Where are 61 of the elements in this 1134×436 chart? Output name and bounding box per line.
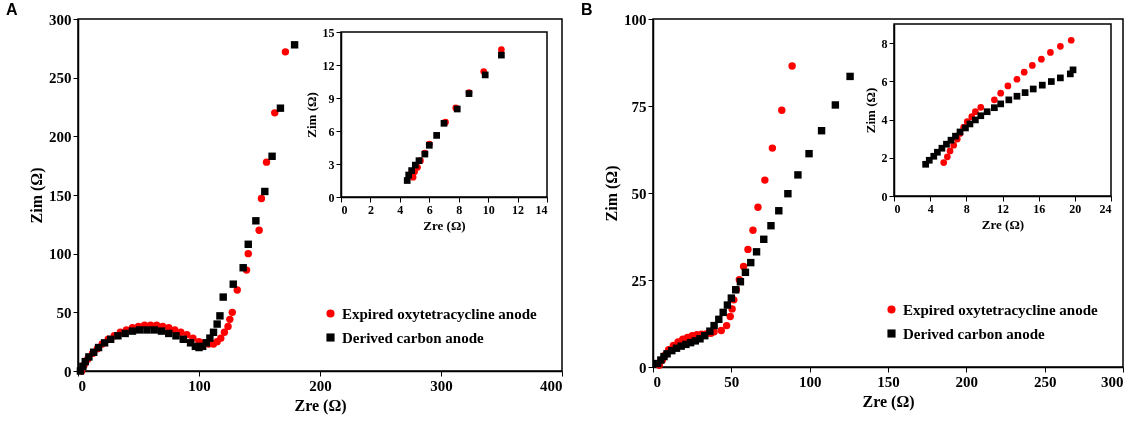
y-tick-label: 0 bbox=[639, 359, 647, 376]
x-tick-label: 0 bbox=[653, 373, 661, 390]
y-tick-label: 6 bbox=[881, 74, 888, 89]
y-tick-label: 300 bbox=[49, 11, 72, 28]
x-tick-label: 300 bbox=[430, 377, 453, 394]
y-tick-label: 12 bbox=[322, 58, 335, 73]
legend-label: Derived carbon anode bbox=[903, 325, 1045, 342]
y-axis-title: Zim (Ω) bbox=[303, 92, 319, 138]
y-tick-label: 200 bbox=[49, 128, 72, 145]
x-tick-label: 2 bbox=[367, 202, 374, 217]
chart-title: B bbox=[581, 1, 593, 18]
x-tick-label: 24 bbox=[1099, 201, 1112, 216]
x-tick-label: 16 bbox=[1033, 201, 1046, 216]
x-tick-label: 8 bbox=[963, 201, 970, 216]
x-tick-label: 400 bbox=[540, 377, 563, 394]
y-tick-label: 50 bbox=[56, 304, 72, 321]
x-tick-label: 20 bbox=[1069, 201, 1082, 216]
y-tick-label: 25 bbox=[631, 272, 647, 289]
x-tick-label: 0 bbox=[341, 202, 348, 217]
y-axis-title: Zim (Ω) bbox=[28, 167, 46, 224]
legend-label: Derived carbon anode bbox=[342, 329, 484, 346]
x-tick-label: 100 bbox=[188, 377, 211, 394]
y-tick-label: 0 bbox=[881, 189, 888, 204]
legend-label: Expired oxytetracycline anode bbox=[342, 305, 538, 322]
x-tick-label: 0 bbox=[894, 201, 901, 216]
x-tick-label: 14 bbox=[535, 202, 548, 217]
y-tick-label: 8 bbox=[881, 36, 888, 51]
x-tick-label: 8 bbox=[456, 202, 463, 217]
x-tick-label: 10 bbox=[482, 202, 495, 217]
chart-title: A bbox=[6, 1, 18, 18]
y-tick-label: 3 bbox=[328, 157, 335, 172]
x-tick-label: 12 bbox=[997, 201, 1009, 216]
y-tick-label: 100 bbox=[49, 246, 72, 263]
y-tick-label: 250 bbox=[49, 70, 72, 87]
x-tick-label: 12 bbox=[512, 202, 525, 217]
x-tick-label: 300 bbox=[1101, 373, 1124, 390]
y-axis-title: Zim (Ω) bbox=[862, 87, 878, 134]
y-tick-label: 15 bbox=[322, 25, 335, 40]
y-tick-label: 6 bbox=[328, 124, 335, 139]
x-axis-title: Zre (Ω) bbox=[294, 396, 347, 415]
y-tick-label: 2 bbox=[881, 151, 888, 166]
y-tick-label: 9 bbox=[328, 91, 335, 106]
y-tick-label: 0 bbox=[328, 190, 335, 205]
y-tick-label: 4 bbox=[881, 113, 888, 128]
x-tick-label: 250 bbox=[1033, 373, 1057, 390]
x-axis-title: Zre (Ω) bbox=[981, 216, 1025, 232]
x-axis-title: Zre (Ω) bbox=[862, 392, 915, 411]
y-tick-label: 75 bbox=[631, 98, 647, 115]
y-tick-label: 150 bbox=[49, 187, 72, 204]
x-tick-label: 0 bbox=[78, 377, 86, 394]
x-tick-label: 50 bbox=[724, 373, 740, 390]
legend-label: Expired oxytetracycline anode bbox=[903, 301, 1099, 318]
x-tick-label: 200 bbox=[955, 373, 979, 390]
y-axis-title: Zim (Ω) bbox=[603, 165, 621, 222]
y-tick-label: 100 bbox=[624, 11, 647, 28]
y-tick-label: 50 bbox=[631, 185, 647, 202]
x-axis-title: Zre (Ω) bbox=[423, 217, 466, 233]
x-tick-label: 100 bbox=[798, 373, 822, 390]
x-tick-label: 4 bbox=[397, 202, 404, 217]
x-tick-label: 6 bbox=[426, 202, 433, 217]
x-tick-label: 4 bbox=[927, 201, 934, 216]
